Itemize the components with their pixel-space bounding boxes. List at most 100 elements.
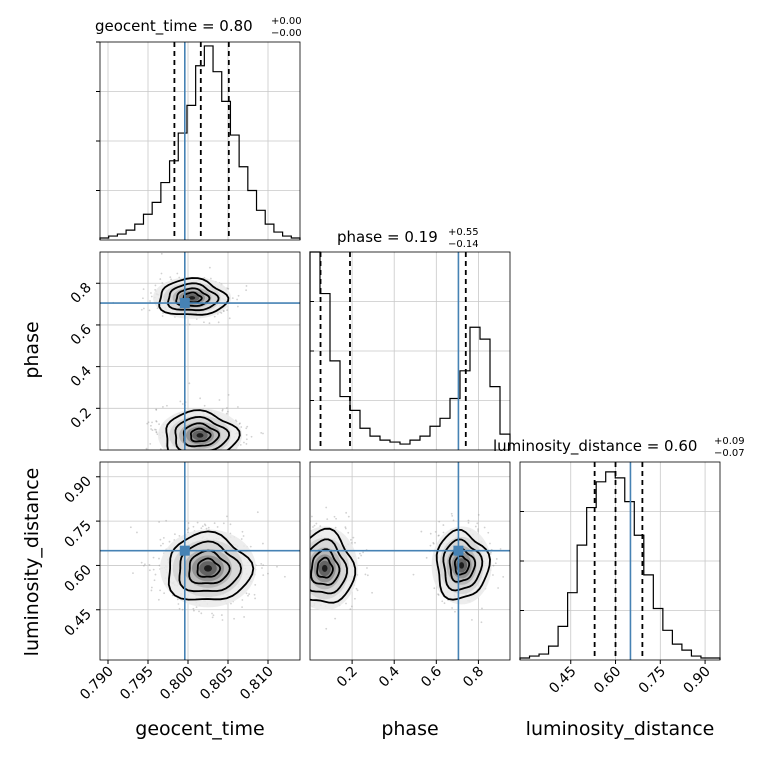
sample-point [200,527,203,530]
title-luminosity_distance-minus: −0.07 [714,448,745,459]
sample-point [292,546,294,548]
sample-point [198,610,200,613]
sample-point [302,584,304,586]
sample-point [161,457,163,459]
sample-point [216,526,219,528]
sample-point [230,450,232,452]
sample-point [201,452,203,454]
sample-point [185,456,187,458]
sample-point [245,438,248,441]
sample-point [229,454,231,456]
sample-point [225,412,228,415]
sample-point [305,556,307,558]
sample-point [274,562,276,564]
sample-point [334,526,337,529]
sample-point [136,531,138,534]
sample-point [296,560,298,562]
sample-point [201,456,203,458]
xtick-label-phase: 0.6 [418,663,445,690]
sample-point [492,574,494,576]
sample-point [305,620,307,622]
sample-point [305,552,307,554]
sample-point [308,569,310,571]
hist1d-luminosity_distance [519,461,721,661]
sample-point [438,520,441,523]
sample-point [240,538,243,540]
sample-point [155,408,158,411]
sample-point [220,458,222,460]
sample-point [166,404,168,407]
title-luminosity_distance: luminosity_distance = 0.60 [493,437,697,456]
sample-point [185,459,187,461]
density-level [459,562,465,569]
sample-point [362,551,364,554]
density-level [321,564,328,572]
sample-point [450,512,453,515]
sample-point [233,617,235,620]
title-phase-minus: −0.14 [448,239,479,250]
ytick-label-phase: 0.4 [68,363,95,390]
sample-point [300,557,302,559]
sample-point [140,561,143,564]
sample-point [333,515,336,518]
sample-point [218,399,221,401]
sample-point [221,408,224,411]
sample-point [158,521,161,523]
sample-point [292,579,294,581]
title-luminosity_distance-plus: +0.09 [714,436,745,447]
sample-point [162,406,164,408]
hist-step-phase [309,251,511,450]
sample-point [191,463,193,465]
sample-point [181,403,184,405]
sample-point [326,518,329,521]
sample-point [312,526,314,528]
sample-point [302,551,304,553]
sample-point [226,410,229,413]
sample-point [222,522,225,525]
sample-point [297,597,299,599]
sample-point [159,538,162,541]
sample-point [349,538,352,541]
sample-point [267,572,269,575]
sample-point [425,556,428,559]
sample-point [306,527,308,529]
sample-point [153,579,156,582]
sample-point [188,382,191,385]
sample-point [262,564,265,567]
sample-point [210,277,212,280]
sample-point [157,598,160,601]
sample-point [151,429,154,431]
sample-point [241,606,243,609]
sample-point [294,592,296,594]
sample-point [366,574,369,577]
sample-point [159,278,162,280]
sample-point [178,607,181,610]
sample-point [302,556,304,558]
sample-point [366,567,368,569]
sample-point [186,528,189,531]
sample-point [261,567,263,569]
sample-point [245,427,248,430]
sample-point [305,512,307,514]
sample-point [262,542,264,545]
sample-point [158,564,161,567]
sample-point [262,432,264,435]
sample-point [302,548,304,550]
xtick-label-phase: 0.8 [460,664,487,691]
sample-point [298,537,300,539]
sample-point [150,295,153,298]
sample-point [502,575,505,578]
sample-point [198,453,200,455]
contour [167,530,255,601]
sample-point [217,465,219,467]
xlabel-luminosity_distance: luminosity_distance [526,718,715,740]
sample-point [188,323,191,326]
sample-point [221,409,224,412]
sample-point [242,535,245,537]
sample-point [192,607,195,610]
sample-point [145,447,148,450]
sample-point [129,526,132,529]
sample-point [304,564,306,566]
sample-point [182,458,184,460]
sample-point [304,564,306,566]
